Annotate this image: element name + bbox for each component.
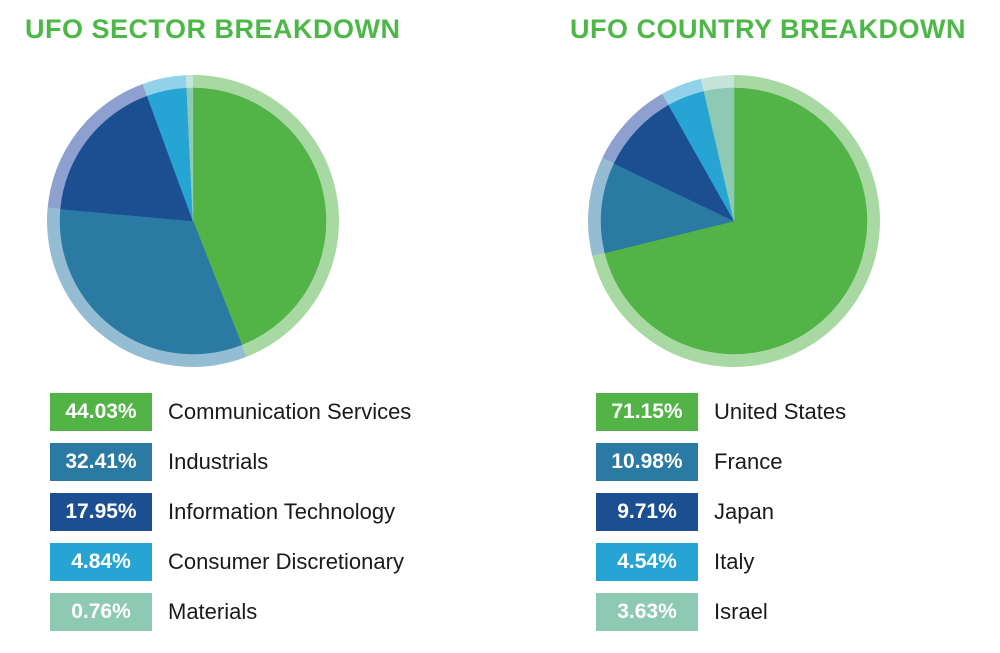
pie-slice-communication-services <box>192 87 327 346</box>
legend-item: 44.03% Communication Services <box>50 393 411 431</box>
country-pie-chart <box>588 75 881 367</box>
pie-slice-materials <box>186 87 194 222</box>
country-legend: 71.15% United States 10.98% France 9.71%… <box>596 393 846 643</box>
pie-slice-japan <box>613 104 735 222</box>
pie-slice-israel <box>703 87 735 222</box>
legend-item: 17.95% Information Technology <box>50 493 411 531</box>
legend-label: Industrials <box>168 449 269 474</box>
legend-item: 0.76% Materials <box>50 593 411 631</box>
pie-slice-information-technology <box>60 95 194 222</box>
legend-label: France <box>714 449 783 474</box>
sector-pie-chart <box>46 75 339 367</box>
sector-legend: 44.03% Communication Services 32.41% Ind… <box>50 393 411 643</box>
country-chart-title: UFO COUNTRY BREAKDOWN <box>570 14 966 44</box>
legend-label: United States <box>714 399 847 424</box>
sector-breakdown-panel: UFO SECTOR BREAKDOWN 44.03% Communicatio… <box>25 14 411 643</box>
legend-percent-badge: 71.15% <box>596 393 698 431</box>
pie-slice-united-states <box>604 87 868 355</box>
legend-percent-badge: 32.41% <box>50 443 152 481</box>
legend-label: Israel <box>714 599 768 624</box>
legend-label: Japan <box>714 499 774 524</box>
legend-label: Information Technology <box>168 499 396 524</box>
legend-percent-badge: 3.63% <box>596 593 698 631</box>
legend-percent-badge: 4.84% <box>50 543 152 581</box>
legend-percent-badge: 0.76% <box>50 593 152 631</box>
legend-item: 32.41% Industrials <box>50 443 411 481</box>
legend-percent-badge: 9.71% <box>596 493 698 531</box>
legend-percent-badge: 44.03% <box>50 393 152 431</box>
legend-label: Consumer Discretionary <box>168 549 404 574</box>
legend-percent-badge: 4.54% <box>596 543 698 581</box>
legend-item: 71.15% United States <box>596 393 846 431</box>
legend-item: 10.98% France <box>596 443 846 481</box>
legend-label: Italy <box>714 549 755 574</box>
legend-label: Materials <box>168 599 258 624</box>
legend-item: 9.71% Japan <box>596 493 846 531</box>
sector-chart-title: UFO SECTOR BREAKDOWN <box>25 14 401 44</box>
pie-slice-france <box>600 163 735 254</box>
legend-item: 3.63% Israel <box>596 593 846 631</box>
legend-percent-badge: 17.95% <box>50 493 152 531</box>
legend-item: 4.84% Consumer Discretionary <box>50 543 411 581</box>
country-breakdown-panel: UFO COUNTRY BREAKDOWN 71.15% United Stat… <box>500 0 1000 653</box>
legend-percent-badge: 10.98% <box>596 443 698 481</box>
pie-slice-industrials <box>59 208 243 355</box>
legend-label: Communication Services <box>168 399 412 424</box>
legend-item: 4.54% Italy <box>596 543 846 581</box>
